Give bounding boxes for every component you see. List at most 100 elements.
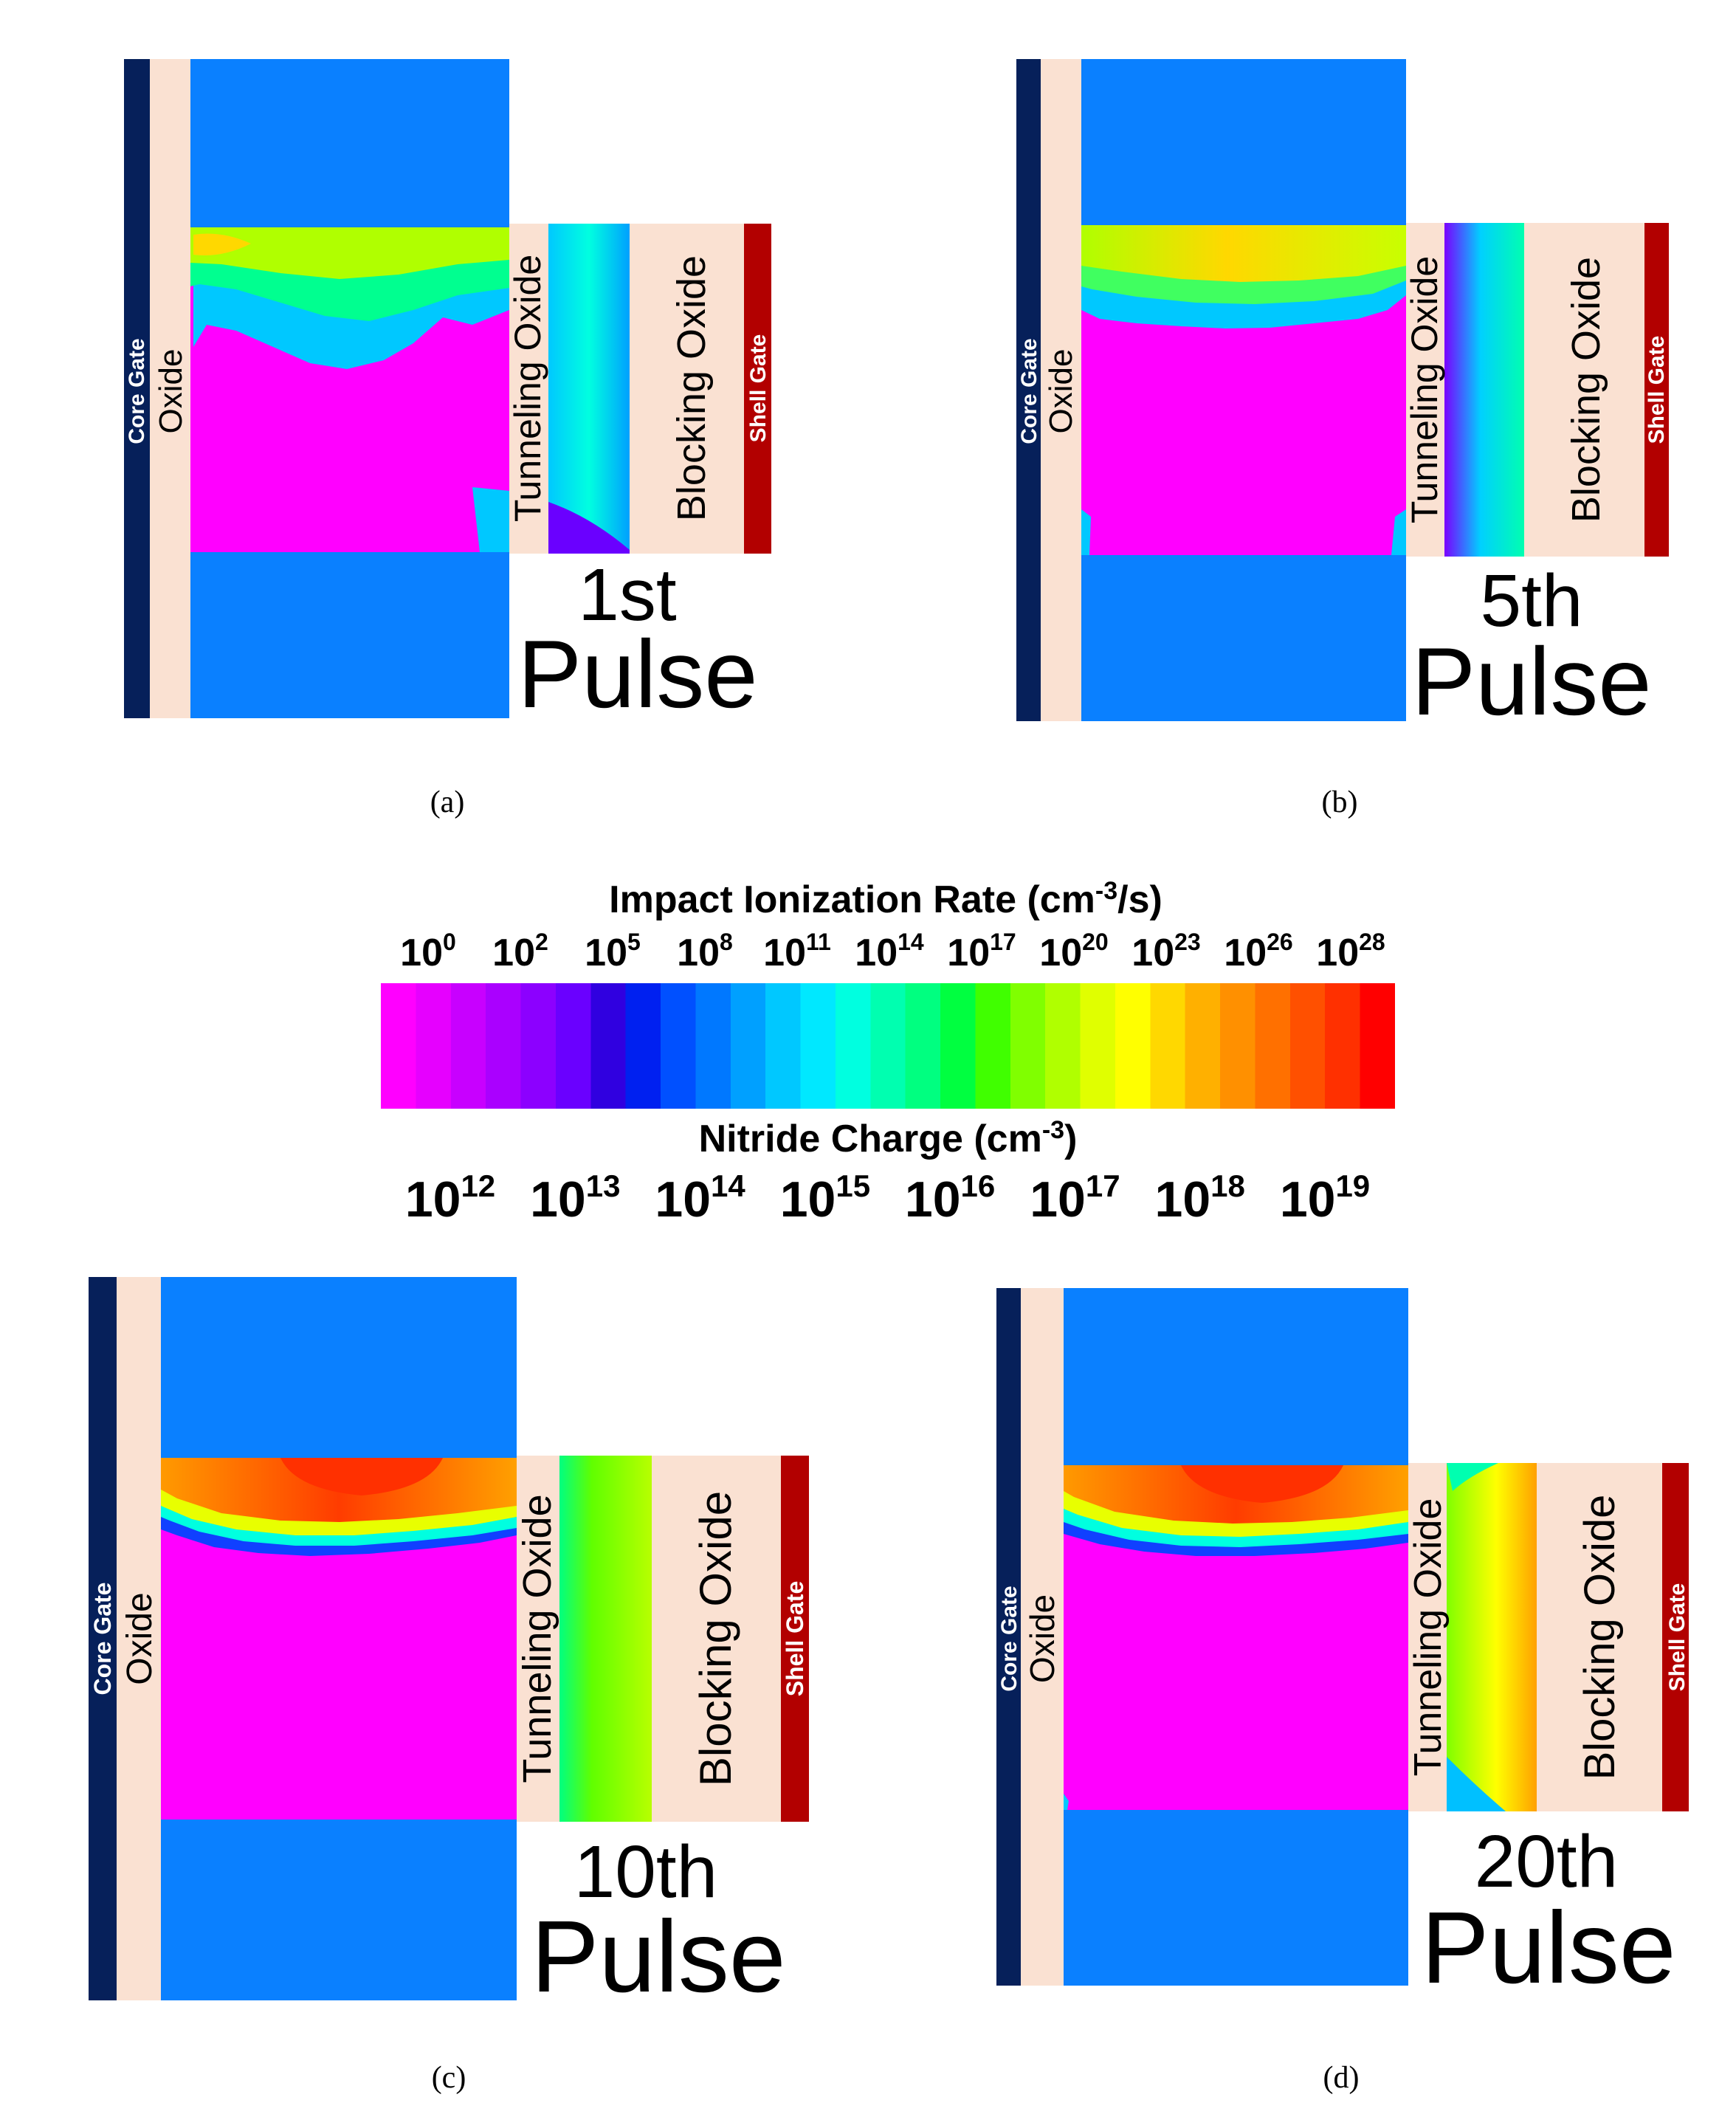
shell-gate-label: Shell Gate — [1644, 336, 1669, 444]
oxide-bar — [150, 59, 190, 718]
panel-caption: (d) — [1323, 2061, 1360, 2095]
pulse-number: 5th — [1480, 560, 1582, 642]
panel-c: Core Gate Oxide Tunneling Oxide Blocking… — [89, 1277, 809, 2095]
oxide-label: Oxide — [1043, 349, 1079, 434]
shell-gate-bar — [744, 224, 771, 554]
impact-tick-label: 1020 — [1039, 929, 1108, 974]
blocking-oxide-bar — [652, 1456, 781, 1822]
panel-a: Core Gate Oxide Tunneling Oxide Blocking… — [124, 59, 771, 819]
nitride-trap-layer — [559, 1456, 652, 1822]
shell-gate-label: Shell Gate — [1665, 1583, 1690, 1692]
nitride-charge-ticks: 1012 1013 1014 1015 1016 1017 1018 1019 — [405, 1168, 1370, 1228]
core-gate-label: Core Gate — [125, 338, 149, 444]
impact-tick-label: 108 — [677, 929, 733, 974]
ionization-hotspot — [1181, 1465, 1343, 1503]
tunneling-oxide-label: Tunneling Oxide — [515, 1494, 559, 1783]
blocking-oxide-label: Blocking Oxide — [669, 255, 714, 521]
channel-bottom — [1081, 555, 1406, 721]
core-gate-bar — [996, 1288, 1021, 1986]
panel-caption: (b) — [1322, 785, 1358, 819]
ionization-yellow-band — [1081, 225, 1406, 282]
shell-gate-label: Shell Gate — [782, 1581, 808, 1697]
channel-top — [161, 1277, 517, 1458]
channel-bottom — [161, 1820, 517, 2000]
oxide-label: Oxide — [120, 1592, 159, 1684]
ionization-hotspot — [193, 233, 251, 255]
impact-tick-label: 100 — [400, 929, 456, 974]
ionization-left-edge — [1081, 509, 1091, 555]
tunneling-oxide-bar — [509, 224, 548, 554]
ionization-hotspot — [280, 1458, 443, 1495]
channel-bottom — [190, 552, 509, 718]
nitride-trap-layer — [1444, 223, 1524, 557]
shell-gate-label: Shell Gate — [746, 334, 771, 443]
nitride-tick-label: 1015 — [780, 1168, 870, 1228]
nitride-tick-label: 1017 — [1030, 1168, 1120, 1228]
nitride-trap-layer — [1447, 1463, 1537, 1811]
shell-gate-bar — [781, 1456, 809, 1822]
pulse-number: 20th — [1475, 1820, 1619, 1903]
nitride-tick-label: 1016 — [905, 1168, 995, 1228]
tunneling-oxide-bar — [517, 1456, 559, 1822]
trap-charge-cyan — [1447, 1463, 1498, 1491]
nitride-charge-title: Nitride Charge (cm-3) — [699, 1116, 1078, 1160]
pulse-number: 10th — [574, 1831, 718, 1913]
color-legend: Impact Ionization Rate (cm-3/s) 100 102 10… — [381, 877, 1395, 1228]
impact-ionization-title: Impact Ionization Rate (cm-3/s) — [609, 877, 1162, 921]
panel-d: Core Gate Oxide Tunneling Oxide Blocking… — [996, 1288, 1690, 2095]
panel-caption: (c) — [432, 2061, 466, 2095]
pulse-word: Pulse — [531, 1900, 785, 2014]
tunneling-oxide-label: Tunneling Oxide — [507, 255, 548, 522]
colorbar — [381, 983, 1395, 1109]
shell-gate-bar — [1644, 223, 1669, 557]
channel-bottom — [1064, 1810, 1408, 1986]
nitride-tick-label: 1018 — [1155, 1168, 1245, 1228]
pulse-number: 1st — [578, 554, 677, 636]
impact-tick-label: 1028 — [1316, 929, 1385, 974]
ionization-right-edge — [1391, 509, 1406, 555]
panel-caption: (a) — [430, 785, 465, 819]
tunneling-oxide-bar — [1406, 223, 1444, 557]
channel-top — [1081, 59, 1406, 225]
nitride-tick-label: 1012 — [405, 1168, 495, 1228]
blocking-oxide-bar — [1524, 223, 1644, 557]
blocking-oxide-label: Blocking Oxide — [1564, 257, 1608, 523]
pulse-word: Pulse — [1411, 627, 1651, 735]
nitride-tick-label: 1019 — [1280, 1168, 1370, 1228]
tunneling-oxide-label: Tunneling Oxide — [1404, 256, 1445, 523]
pulse-word: Pulse — [1421, 1891, 1675, 2005]
tunneling-oxide-bar — [1408, 1463, 1447, 1811]
impact-tick-label: 105 — [585, 929, 641, 974]
panel-b: Core Gate Oxide Tunneling Oxide Blocking… — [1016, 59, 1669, 819]
core-gate-bar — [89, 1277, 117, 2000]
trap-charge-purple — [548, 502, 630, 554]
shell-gate-bar — [1662, 1463, 1689, 1811]
core-gate-label: Core Gate — [1017, 338, 1041, 444]
channel-top — [190, 59, 509, 227]
oxide-bar — [117, 1277, 161, 2000]
nitride-tick-label: 1013 — [530, 1168, 620, 1228]
channel-top — [1064, 1288, 1408, 1465]
impact-tick-label: 1026 — [1224, 929, 1292, 974]
core-gate-label: Core Gate — [997, 1586, 1022, 1691]
pulse-word: Pulse — [517, 620, 757, 728]
impact-tick-label: 1011 — [763, 929, 831, 974]
impact-tick-label: 1017 — [947, 929, 1016, 974]
nitride-trap-layer — [548, 224, 630, 554]
oxide-label: Oxide — [153, 349, 189, 434]
nitride-tick-label: 1014 — [655, 1168, 745, 1228]
impact-ionization-ticks: 100 102 105 108 1011 1014 1017 1020 1023 1026 1028 — [400, 929, 1385, 974]
core-gate-bar — [1016, 59, 1041, 721]
trap-charge-blue — [1447, 1757, 1506, 1811]
impact-tick-label: 1023 — [1132, 929, 1200, 974]
blocking-oxide-bar — [1537, 1463, 1662, 1811]
ionization-left-edge — [1064, 1794, 1069, 1810]
oxide-bar — [1041, 59, 1081, 721]
oxide-label: Oxide — [1023, 1594, 1061, 1683]
ionization-yellow-band — [190, 227, 509, 279]
blocking-oxide-label: Blocking Oxide — [1576, 1495, 1624, 1780]
oxide-bar — [1021, 1288, 1064, 1986]
core-gate-bar — [124, 59, 150, 718]
